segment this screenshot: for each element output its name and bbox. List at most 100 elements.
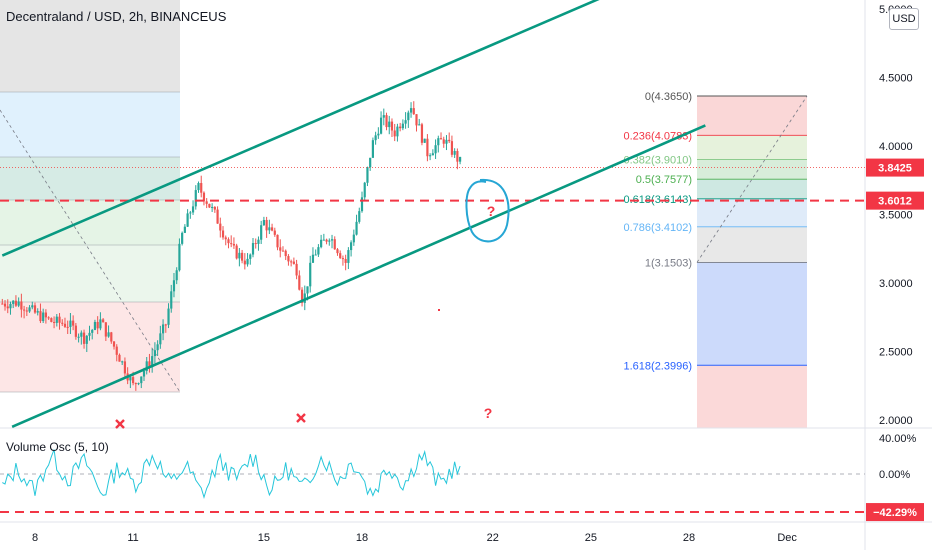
candle-body: [85, 335, 88, 344]
candle-body: [14, 300, 18, 306]
hand-drawn-circle[interactable]: [465, 178, 510, 243]
candle-body: [420, 124, 424, 143]
candle-body: [388, 121, 391, 128]
candle-body: [9, 303, 12, 309]
candle-body: [104, 322, 107, 337]
candle-body: [292, 261, 295, 264]
candle-body: [336, 249, 339, 254]
price-axis-tick: 4.0000: [879, 141, 913, 153]
candle-body: [352, 234, 355, 243]
candle-body: [28, 307, 31, 312]
left-fib-zone: [0, 157, 180, 200]
candle-body: [279, 247, 282, 251]
candle-body: [401, 123, 404, 129]
candle-body: [93, 321, 97, 330]
price-axis-tick: 3.0000: [879, 278, 913, 290]
candle-body: [265, 219, 268, 231]
candle-body: [369, 157, 372, 168]
candle-body: [115, 346, 118, 355]
time-axis-tick: 28: [683, 532, 695, 544]
candle-body: [393, 130, 396, 137]
candle-body: [448, 139, 451, 142]
candle-body: [243, 260, 246, 265]
candle-body: [172, 280, 176, 292]
currency-button[interactable]: USD: [889, 8, 919, 30]
candle-body: [52, 321, 56, 323]
time-axis-tick: Dec: [777, 532, 797, 544]
right-fib-zone: [697, 135, 807, 160]
candle-body: [151, 356, 154, 368]
candle-body: [137, 383, 140, 385]
candle-body: [219, 223, 222, 231]
candle-body: [450, 141, 454, 155]
candle-body: [129, 377, 132, 381]
channel-upper-line[interactable]: [1, 0, 607, 257]
candle-body: [268, 227, 271, 231]
candle-body: [330, 239, 334, 241]
candle-body: [50, 318, 53, 322]
support-level-label-bg: [866, 191, 924, 210]
osc-value-label-bg: [866, 503, 924, 522]
candle-body: [339, 253, 342, 259]
candle-body: [191, 206, 195, 213]
osc-axis-tick: 40.00%: [879, 433, 917, 445]
candle-body: [216, 209, 219, 224]
candle-body: [254, 243, 257, 245]
price-axis-tick: 2.5000: [879, 347, 913, 359]
candle-body: [88, 332, 91, 336]
dot-mark: [438, 309, 440, 311]
candle-body: [82, 332, 86, 344]
question-mark-annotation: ?: [484, 405, 493, 421]
candle-body: [333, 239, 336, 250]
candle-body: [175, 270, 178, 281]
candle-body: [6, 306, 9, 309]
cross-mark-icon: [115, 419, 125, 429]
candle-body: [91, 329, 94, 333]
candle-body: [306, 286, 309, 294]
candle-body: [341, 258, 345, 260]
candle-body: [224, 237, 227, 240]
left-fib-zone: [0, 245, 180, 302]
candle-body: [251, 243, 255, 255]
candle-body: [379, 117, 383, 134]
fib-level-label: 1.618(2.3996): [624, 360, 693, 372]
candle-body: [273, 230, 276, 235]
candle-body: [287, 256, 290, 262]
candle-body: [350, 242, 353, 251]
right-fib-zone: [697, 262, 807, 366]
candle-body: [121, 361, 124, 363]
candle-body: [44, 312, 47, 318]
candle-body: [140, 376, 143, 384]
candle-body: [202, 192, 206, 202]
candle-body: [80, 332, 83, 337]
candle-body: [72, 320, 75, 326]
candle-body: [186, 213, 189, 227]
price-axis-tick: 4.5000: [879, 73, 913, 85]
candle-body: [31, 305, 34, 308]
candle-body: [317, 247, 320, 255]
candle-body: [431, 153, 434, 156]
candle-body: [227, 239, 230, 244]
candle-body: [295, 263, 298, 276]
candle-body: [377, 133, 380, 136]
candle-body: [145, 361, 148, 371]
candle-body: [200, 183, 203, 193]
candle-body: [77, 336, 80, 338]
channel-lower-line[interactable]: [11, 124, 706, 429]
right-fib-zone: [697, 179, 807, 199]
candle-body: [276, 234, 279, 248]
candle-body: [25, 310, 28, 312]
candle-body: [102, 319, 105, 323]
right-fib-zone: [697, 198, 807, 227]
candle-body: [396, 126, 399, 137]
candle-body: [325, 239, 328, 242]
candle-body: [47, 317, 50, 319]
candle-body: [322, 239, 325, 241]
fib-level-label: 0.5(3.7577): [636, 174, 692, 186]
fib-level-label: 0.382(3.9010): [624, 155, 693, 167]
candle-body: [23, 309, 26, 311]
candle-body: [221, 230, 225, 238]
candle-body: [360, 197, 364, 212]
candle-body: [399, 126, 402, 129]
